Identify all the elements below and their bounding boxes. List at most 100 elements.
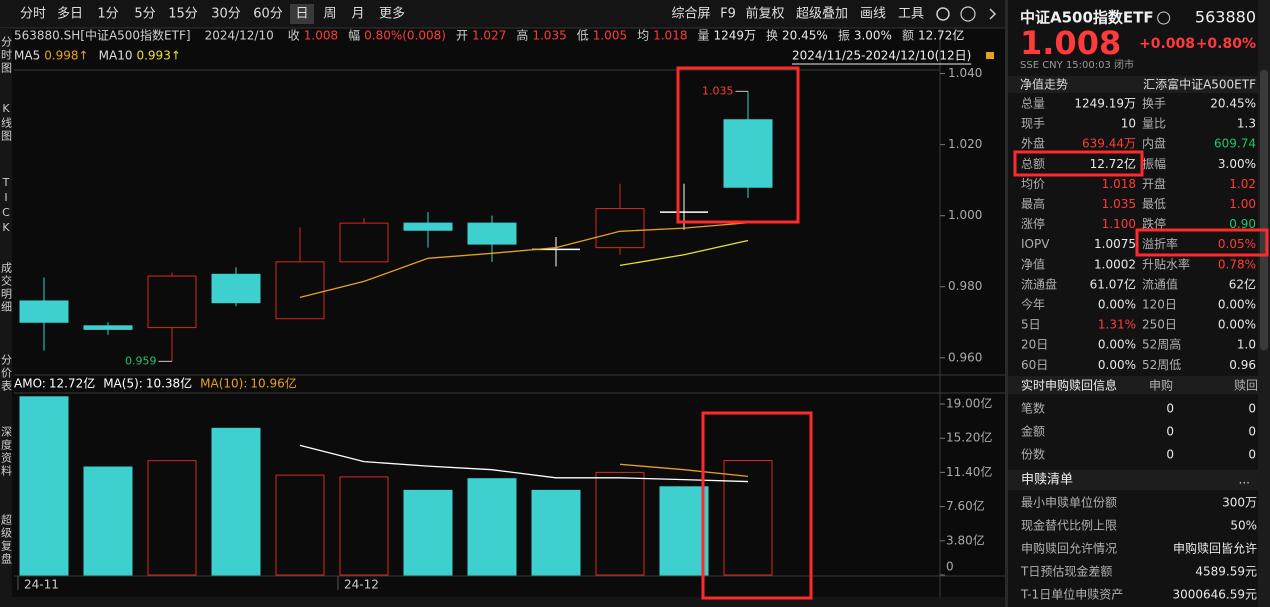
stat-label: 跌停 xyxy=(1142,216,1166,231)
column-header: 赎回 xyxy=(1234,379,1258,393)
security-code: 563880 xyxy=(1195,8,1256,27)
stat-value: 0.90 xyxy=(1229,217,1256,231)
tool-button[interactable]: F9 xyxy=(720,7,736,22)
stat-label: 振幅 xyxy=(1142,156,1166,171)
nav-tab[interactable]: 净值走势 xyxy=(1020,77,1068,92)
toolbar-bg xyxy=(0,0,1005,28)
section-bg xyxy=(1008,376,1258,394)
stat-label: 120日 xyxy=(1142,298,1177,312)
y-tick-label: 19.00亿 xyxy=(946,396,992,411)
stat-value: 1.0075 xyxy=(1094,237,1136,251)
period-tab[interactable]: 15分 xyxy=(168,7,198,22)
period-tab[interactable]: 5分 xyxy=(134,7,155,22)
tool-button[interactable]: 画线 xyxy=(860,7,886,22)
stat-value: 639.44万 xyxy=(1082,137,1136,151)
side-tab[interactable]: 分时图 xyxy=(0,36,13,75)
highlight-box xyxy=(676,66,800,224)
row-label: 最小申赎单位份额 xyxy=(1021,495,1117,510)
y-tick-label: 0 xyxy=(946,560,954,574)
side-tab[interactable]: 成交明细 xyxy=(0,262,13,314)
help-icon[interactable] xyxy=(960,6,976,22)
period-tab[interactable]: 1分 xyxy=(97,7,118,22)
side-tab[interactable]: 深度资料 xyxy=(0,426,13,478)
side-tab[interactable]: 分价表 xyxy=(0,354,13,393)
candle-body xyxy=(275,261,325,320)
stat-value: 1.31% xyxy=(1098,318,1136,332)
period-tab[interactable]: 分时 xyxy=(20,7,46,22)
fund-company: 汇添富中证A500ETF xyxy=(1143,77,1256,92)
stat-value: 1.035 xyxy=(1102,197,1136,211)
period-tab[interactable]: 日 xyxy=(295,7,308,22)
stat-label: 量比 xyxy=(1142,117,1166,131)
candle-body xyxy=(83,325,133,330)
row-label: 份数 xyxy=(1021,447,1045,462)
row-value: 申购赎回皆允许 xyxy=(1173,541,1257,556)
side-tab[interactable]: TICK xyxy=(0,176,13,236)
volume-bar xyxy=(531,489,581,576)
tool-button[interactable]: 前复权 xyxy=(745,6,784,22)
info-label: 幅 xyxy=(348,28,360,43)
tool-button[interactable]: 工具 xyxy=(898,7,924,22)
volume-legend-value: 10.96亿 xyxy=(250,376,296,391)
stat-label: 总量 xyxy=(1021,97,1045,111)
period-tab[interactable]: 更多 xyxy=(379,6,405,22)
stat-label: 开盘 xyxy=(1142,176,1166,191)
stat-value: 0.00% xyxy=(1218,298,1256,312)
stat-label: 净值 xyxy=(1021,256,1045,271)
stat-label: 外盘 xyxy=(1021,136,1045,151)
side-tab[interactable]: K线图 xyxy=(0,102,13,143)
y-tick-label: 0.980 xyxy=(948,279,982,293)
stat-label: 流通盘 xyxy=(1021,276,1057,291)
row-label: 申购赎回允许情况 xyxy=(1021,541,1117,556)
period-tab[interactable]: 月 xyxy=(351,7,364,22)
date-range: 2024/11/25-2024/12/10(12日) xyxy=(792,49,971,63)
nav-row-bg xyxy=(1008,76,1258,93)
ma-value: 0.998↑ xyxy=(44,49,88,63)
period-tab[interactable]: 多日 xyxy=(57,6,83,22)
stat-value: 0.05% xyxy=(1218,237,1256,251)
info-icon xyxy=(1157,11,1171,25)
candle-body xyxy=(339,222,389,263)
ma10-line xyxy=(619,239,749,267)
volume-bar xyxy=(467,478,517,576)
stat-value: 3.00% xyxy=(1218,157,1256,171)
stat-value: 0.78% xyxy=(1218,257,1256,271)
volume-bar xyxy=(147,460,197,576)
security-name: 中证A500指数ETF xyxy=(1020,9,1154,27)
column-header: 申购 xyxy=(1149,378,1173,393)
highlight-box xyxy=(1013,150,1144,177)
period-tab[interactable]: 周 xyxy=(323,7,336,22)
volume-legend-label: AMO: xyxy=(14,377,46,391)
x-tick-label: 24-12 xyxy=(344,578,379,592)
volume-bar xyxy=(83,466,133,576)
ma5-line xyxy=(299,222,749,299)
info-label: 均 xyxy=(637,29,649,43)
info-label: 换 xyxy=(766,29,778,43)
candle-body xyxy=(595,208,645,249)
info-label: 收 xyxy=(288,29,300,43)
stat-value: 20.45% xyxy=(1210,97,1256,111)
info-value: 1249万 xyxy=(713,29,756,43)
price-change-pct: +0.80% xyxy=(1196,36,1256,52)
settings-icon[interactable] xyxy=(936,7,950,21)
row-label: T日预估现金差额 xyxy=(1020,564,1112,579)
period-tab[interactable]: 60分 xyxy=(253,7,283,22)
side-tab[interactable]: 超级复盘 xyxy=(0,513,13,566)
info-label: 额 xyxy=(902,29,914,43)
stat-value: 62亿 xyxy=(1229,276,1256,291)
selected-tab-bg xyxy=(290,4,314,24)
stat-label: 最高 xyxy=(1021,196,1045,211)
stat-label: 52周高 xyxy=(1142,337,1181,352)
ma-value: 0.993↑ xyxy=(136,49,180,63)
y-tick-label: 7.60亿 xyxy=(946,498,985,513)
period-tab[interactable]: 30分 xyxy=(211,7,241,22)
collapse-icon[interactable] xyxy=(989,8,997,20)
more-button[interactable]: ... xyxy=(1239,473,1250,487)
row-value: 0 xyxy=(1166,402,1174,416)
lock-icon xyxy=(986,52,994,59)
tool-button[interactable]: 综合屏 xyxy=(671,7,710,22)
volume-ma5-line xyxy=(299,444,749,483)
tool-button[interactable]: 超级叠加 xyxy=(796,7,848,22)
info-label: 量 xyxy=(697,29,709,43)
